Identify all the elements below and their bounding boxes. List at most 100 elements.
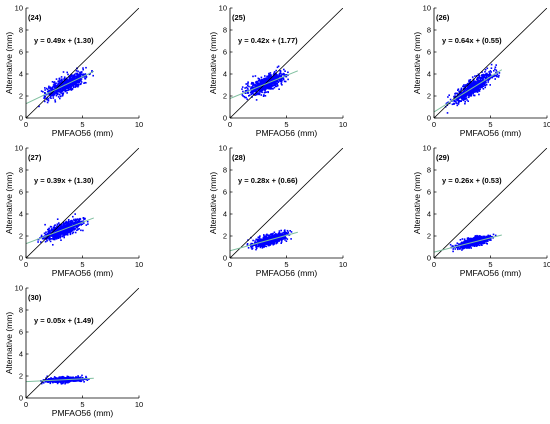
- data-point: [56, 382, 59, 385]
- data-point: [251, 89, 253, 91]
- data-point: [273, 231, 276, 234]
- data-point: [57, 88, 59, 90]
- regression-equation: y = 0.39x + (1.30): [34, 176, 94, 185]
- data-point: [252, 75, 254, 78]
- identity-line: [26, 8, 139, 118]
- data-point: [60, 232, 62, 234]
- data-point: [68, 229, 71, 231]
- data-point: [50, 91, 53, 94]
- data-point: [57, 237, 60, 239]
- data-point: [254, 242, 256, 244]
- data-point: [51, 94, 53, 97]
- data-point: [251, 247, 254, 250]
- data-point: [259, 245, 261, 247]
- data-point: [76, 74, 79, 77]
- data-point: [462, 85, 464, 88]
- data-point: [478, 238, 480, 241]
- data-point: [51, 228, 54, 231]
- data-point: [475, 90, 478, 93]
- data-point: [259, 246, 262, 249]
- data-point: [279, 70, 282, 72]
- data-point: [255, 85, 258, 88]
- data-point: [76, 376, 78, 379]
- data-point: [74, 75, 77, 78]
- data-point: [278, 73, 281, 75]
- data-point: [465, 247, 468, 249]
- data-point: [258, 93, 261, 96]
- data-point: [247, 84, 249, 87]
- data-point: [54, 377, 57, 379]
- data-point: [489, 235, 491, 238]
- data-point: [265, 243, 268, 245]
- data-point: [465, 87, 468, 90]
- data-point: [464, 94, 467, 96]
- data-point: [44, 233, 47, 235]
- plot-area: [26, 288, 139, 398]
- data-point: [44, 87, 46, 89]
- data-point: [82, 220, 84, 222]
- data-point: [261, 247, 264, 249]
- data-point: [80, 380, 83, 382]
- data-point: [255, 88, 257, 91]
- data-point: [62, 230, 65, 233]
- data-point: [77, 74, 80, 77]
- data-points: [246, 229, 293, 251]
- data-point: [71, 222, 74, 224]
- data-point: [484, 236, 487, 238]
- data-point: [258, 240, 260, 243]
- data-point: [77, 76, 80, 78]
- data-point: [247, 82, 249, 85]
- data-point: [80, 71, 83, 74]
- data-point: [60, 383, 63, 385]
- data-point: [82, 229, 84, 232]
- data-point: [488, 235, 490, 237]
- data-point: [469, 93, 471, 95]
- data-point: [81, 73, 83, 76]
- data-point: [452, 245, 455, 248]
- data-point: [76, 224, 79, 226]
- data-point: [66, 225, 68, 227]
- data-point: [495, 71, 497, 74]
- data-point: [260, 240, 262, 242]
- y-tick-label: 4: [427, 70, 431, 79]
- data-point: [270, 233, 272, 236]
- data-point: [53, 376, 56, 378]
- panel-label: (24): [28, 13, 42, 22]
- data-point: [49, 382, 52, 385]
- data-point: [465, 89, 468, 92]
- data-point: [68, 79, 70, 82]
- data-point: [65, 381, 67, 384]
- data-point: [43, 232, 46, 235]
- data-point: [47, 99, 50, 102]
- data-point: [477, 80, 480, 82]
- data-point: [483, 76, 486, 79]
- data-point: [274, 83, 276, 86]
- data-point: [52, 244, 54, 246]
- regression-line: [230, 70, 298, 99]
- data-point: [70, 80, 73, 82]
- data-point: [475, 244, 477, 247]
- data-point: [72, 79, 74, 81]
- data-point: [478, 89, 481, 92]
- data-point: [257, 242, 260, 245]
- data-point: [451, 246, 454, 248]
- data-point: [463, 242, 465, 245]
- data-point: [481, 244, 483, 246]
- data-point: [246, 243, 249, 245]
- data-point: [48, 235, 51, 238]
- data-point: [464, 242, 466, 244]
- data-point: [68, 81, 71, 84]
- data-point: [48, 231, 50, 234]
- data-point: [264, 75, 266, 77]
- data-point: [453, 99, 455, 102]
- data-point: [278, 234, 281, 237]
- data-point: [474, 84, 477, 87]
- data-point: [251, 242, 254, 245]
- data-point: [76, 227, 78, 229]
- data-point: [451, 245, 454, 247]
- y-tick-label: 6: [427, 188, 431, 197]
- data-point: [255, 82, 257, 84]
- data-point: [268, 234, 270, 237]
- data-point: [282, 231, 285, 234]
